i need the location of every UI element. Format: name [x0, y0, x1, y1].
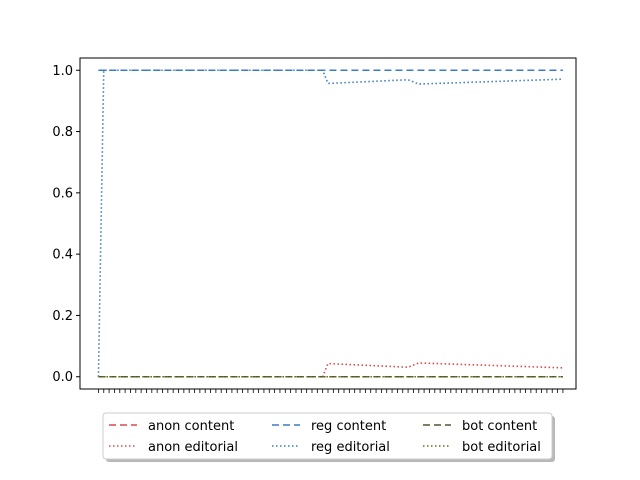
y-tick-label: 0.8 — [52, 125, 73, 140]
y-tick-label: 0.4 — [52, 248, 73, 263]
legend-label: anon content — [148, 419, 234, 434]
legend-label: bot content — [462, 419, 537, 434]
legend-label: anon editorial — [148, 440, 238, 455]
y-tick-label: 0.0 — [52, 370, 73, 385]
legend-items: anon content anon editorial reg content reg… — [109, 419, 541, 455]
axes-frame — [79, 57, 577, 390]
legend: anon content anon editorial reg content reg… — [102, 412, 555, 462]
series-line-reg-editorial — [97, 69, 563, 377]
series-line-anon-editorial — [98, 362, 563, 378]
x-axis — [98, 389, 564, 393]
plot-area: 0.0 0.2 0.4 0.6 0.8 1.0 — [52, 57, 577, 393]
legend-label: reg editorial — [311, 440, 390, 455]
series-layer — [97, 69, 563, 378]
y-tick-label: 0.2 — [52, 309, 73, 324]
legend-label: reg content — [311, 419, 386, 434]
y-axis: 0.0 0.2 0.4 0.6 0.8 1.0 — [52, 64, 80, 385]
y-tick-label: 1.0 — [52, 64, 73, 79]
y-tick-label: 0.6 — [52, 186, 73, 201]
legend-label: bot editorial — [462, 440, 541, 455]
